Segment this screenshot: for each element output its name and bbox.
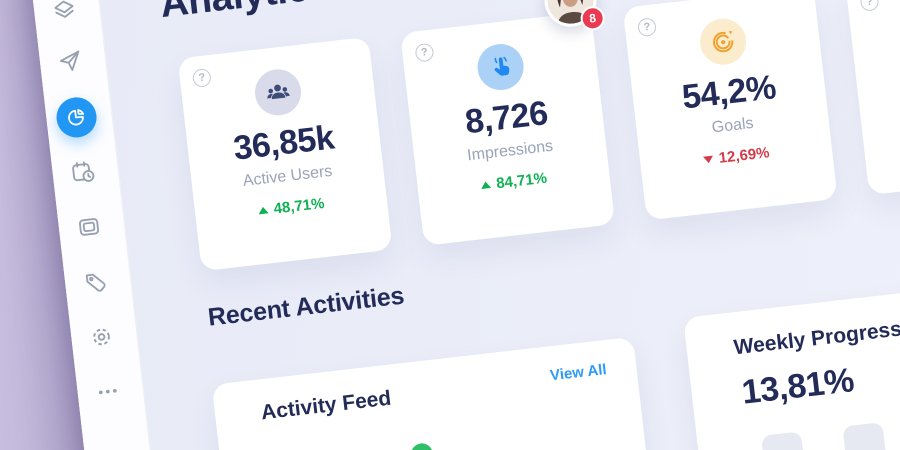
sidebar-item-more[interactable] bbox=[83, 367, 132, 416]
stat-icon-badge bbox=[252, 66, 304, 118]
trend-up-icon bbox=[480, 180, 491, 190]
goal-target-icon bbox=[713, 31, 734, 53]
activity-feed-title: Activity Feed bbox=[259, 386, 393, 425]
app-panel: Analytics Overview 8 ? bbox=[25, 0, 900, 450]
help-button[interactable]: ? bbox=[414, 42, 435, 63]
sidebar-item-analytics[interactable] bbox=[52, 93, 101, 142]
trend-down-icon bbox=[702, 155, 714, 164]
sidebar bbox=[25, 0, 170, 450]
pie-chart-icon bbox=[68, 109, 85, 126]
calendar-clock-icon bbox=[72, 161, 95, 182]
help-icon: ? bbox=[642, 20, 651, 34]
stat-card-impressions: ? 8,726 Impressions 84,71% bbox=[400, 11, 616, 246]
tap-click-icon bbox=[494, 56, 510, 76]
users-group-icon bbox=[267, 84, 290, 100]
gear-icon bbox=[93, 328, 110, 346]
tag-icon bbox=[85, 273, 106, 292]
help-button[interactable]: ? bbox=[859, 0, 880, 12]
stat-delta: 12,69% bbox=[640, 137, 833, 176]
stat-delta: 48,71% bbox=[195, 188, 388, 227]
weekly-progress-value: 13,81% bbox=[739, 361, 856, 412]
stat-card-active-users: ? 36,85k Active Users 48,71% bbox=[177, 36, 393, 272]
help-button[interactable]: ? bbox=[191, 67, 212, 88]
trend-up-icon bbox=[257, 206, 269, 215]
sidebar-item-tag[interactable] bbox=[71, 258, 120, 307]
help-icon: ? bbox=[420, 45, 429, 59]
user-avatar[interactable]: 8 bbox=[541, 0, 606, 32]
help-icon: ? bbox=[197, 71, 206, 84]
sidebar-item-send[interactable] bbox=[46, 37, 95, 86]
chart-bar bbox=[761, 431, 818, 450]
stat-icon-badge bbox=[697, 16, 749, 68]
active-item-highlight bbox=[54, 95, 99, 140]
view-all-link[interactable]: View All bbox=[549, 361, 608, 385]
sidebar-item-schedule[interactable] bbox=[58, 148, 107, 197]
sidebar-item-settings[interactable] bbox=[77, 313, 126, 362]
chart-bar bbox=[842, 422, 900, 450]
media-frame-icon bbox=[79, 218, 100, 236]
sidebar-item-media[interactable] bbox=[65, 202, 114, 251]
stat-delta: 84,71% bbox=[417, 162, 610, 201]
help-icon: ? bbox=[865, 0, 874, 8]
stat-card-goals: ? 54,2% Goals 12,69% bbox=[622, 0, 838, 221]
ellipsis-icon bbox=[98, 388, 117, 395]
weekly-progress-title: Weekly Progress bbox=[732, 317, 900, 360]
send-icon bbox=[59, 50, 80, 71]
stat-icon-badge bbox=[475, 41, 527, 93]
sidebar-item-layers[interactable] bbox=[40, 0, 89, 35]
layers-icon bbox=[54, 0, 74, 18]
activity-item-icon bbox=[409, 442, 435, 450]
help-button[interactable]: ? bbox=[637, 17, 657, 38]
